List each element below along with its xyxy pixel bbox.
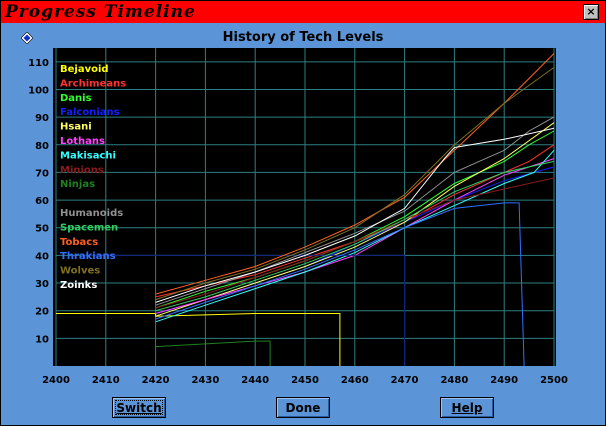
legend-entry: Bejavoid [60,64,109,75]
x-tick-label: 2500 [540,375,568,386]
legend-entry: Makisachi [60,150,116,161]
x-tick-label: 2490 [490,375,518,386]
close-button[interactable]: × [583,4,599,20]
x-tick-label: 2440 [241,375,269,386]
window-title: Progress Timeline [5,2,196,22]
series-line-tobacs [155,53,555,295]
done-button[interactable]: Done [276,397,330,418]
legend-entry: Hsani [60,122,92,133]
legend-entry: Spacemen [60,222,118,233]
title-bar[interactable]: Progress Timeline × [1,1,605,23]
legend-entry: Wolves [60,266,100,277]
switch-label: Switch [116,401,162,415]
series-line-minions [155,177,555,309]
x-tick-label: 2480 [440,375,468,386]
diamond-icon[interactable] [21,32,33,44]
series-line-thrakians [155,202,525,367]
x-tick-label: 2430 [191,375,219,386]
legend-entry: Thrakians [60,251,116,262]
legend-entry: Tobacs [60,237,98,248]
switch-button[interactable]: Switch [112,397,166,418]
x-tick-label: 2450 [291,375,319,386]
series-line-danis [155,130,555,309]
x-tick-label: 2470 [391,375,419,386]
y-tick-label: 60 [35,196,49,207]
legend-entry: Humanoids [60,208,123,219]
legend-entry: Falconians [60,107,120,118]
legend-entry: Lothans [60,136,105,147]
chart-title: History of Tech Levels [222,30,384,45]
series-line-zoinks [155,127,555,303]
x-tick-label: 2410 [92,375,120,386]
legend-entry: Zoinks [60,280,97,291]
series-line-ninjas [155,340,271,366]
x-tick-label: 2460 [341,375,369,386]
help-label: Help [451,401,483,415]
series-line-makisachi [155,149,555,323]
y-tick-label: 100 [28,85,49,96]
series-line-wolves [155,66,555,301]
y-tick-label: 110 [28,58,49,69]
y-tick-label: 10 [35,334,49,345]
legend-entry: Minions [60,165,104,176]
series-line-bejavoid [56,313,341,366]
y-tick-label: 70 [35,168,49,179]
x-tick-label: 2420 [142,375,170,386]
y-tick-label: 50 [35,224,49,235]
series-line-hsani [155,122,555,317]
x-tick-label: 2400 [42,375,70,386]
y-tick-label: 30 [35,279,49,290]
help-button[interactable]: Help [440,397,494,418]
y-tick-label: 80 [35,141,49,152]
legend-entry: Danis [60,93,92,104]
legend-entry: Archimeans [60,78,126,89]
legend-entry: Ninjas [60,179,95,190]
series-line-spacemen [155,160,555,312]
y-tick-label: 20 [35,307,49,318]
y-tick-label: 90 [35,113,49,124]
y-tick-label: 40 [35,251,49,262]
